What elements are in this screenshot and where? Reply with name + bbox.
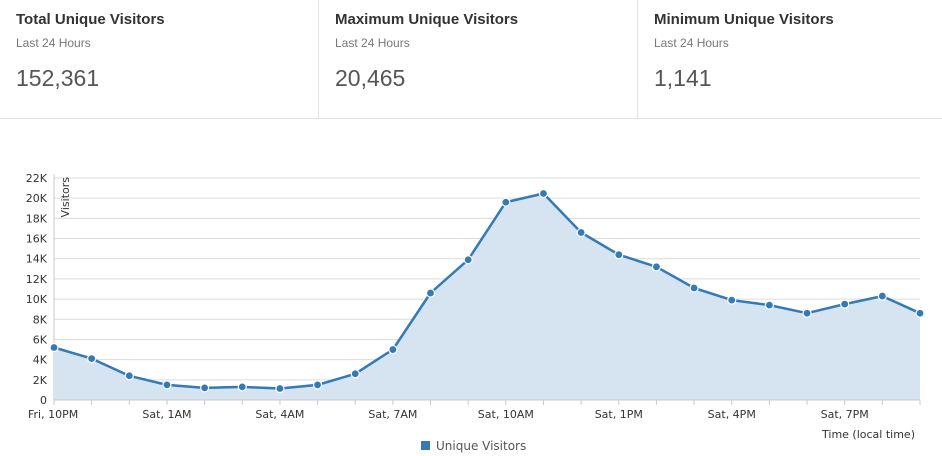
- y-tick-label: 4K: [33, 354, 48, 367]
- stat-value: 20,465: [335, 65, 406, 91]
- data-point[interactable]: [49, 342, 59, 353]
- y-tick-label: 22K: [26, 172, 48, 185]
- y-tick-label: 14K: [26, 253, 48, 266]
- data-point[interactable]: [200, 383, 210, 393]
- y-axis-ticks: 0 2K 4K 6K 8K 10K 12K 14K 16K 18K 20K 22K: [26, 172, 48, 407]
- x-tick-label: Sat, 7AM: [368, 408, 417, 421]
- data-point[interactable]: [727, 295, 737, 305]
- x-tick-label: Sat, 1PM: [595, 408, 643, 421]
- stat-subtitle: Last 24 Hours: [654, 36, 729, 50]
- stat-subtitle: Last 24 Hours: [16, 36, 91, 50]
- data-point[interactable]: [840, 299, 850, 309]
- series-points: [49, 188, 925, 394]
- y-tick-label: 0: [40, 394, 47, 407]
- data-point[interactable]: [877, 291, 887, 301]
- visitors-area-chart: 0 2K 4K 6K 8K 10K 12K 14K 16K 18K 20K 22K Fri, 10PM…: [26, 172, 925, 453]
- y-axis-label: Visitors: [59, 177, 72, 218]
- legend-label: Unique Visitors: [436, 439, 526, 453]
- y-tick-label: 20K: [26, 192, 48, 205]
- data-point[interactable]: [764, 300, 774, 310]
- stat-card-maximum: Maximum Unique Visitors Last 24 Hours 20…: [319, 0, 638, 118]
- y-tick-label: 18K: [26, 212, 48, 225]
- data-point[interactable]: [87, 354, 97, 364]
- data-point[interactable]: [237, 382, 247, 392]
- y-tick-label: 2K: [33, 374, 48, 387]
- stat-title: Total Unique Visitors: [16, 11, 165, 28]
- data-point[interactable]: [501, 197, 511, 207]
- summary-stats: Total Unique Visitors Last 24 Hours 152,…: [0, 0, 942, 119]
- data-point[interactable]: [124, 371, 134, 381]
- stat-title: Maximum Unique Visitors: [335, 11, 519, 28]
- y-tick-label: 10K: [26, 293, 48, 306]
- x-tick-label: Sat, 4AM: [255, 408, 304, 421]
- y-tick-label: 6K: [33, 333, 48, 346]
- data-point[interactable]: [651, 262, 662, 272]
- stat-value: 152,361: [16, 65, 100, 91]
- x-tick-label: Sat, 1AM: [142, 408, 191, 421]
- series-line: [53, 192, 921, 390]
- y-tick-label: 8K: [33, 313, 48, 326]
- y-tick-label: 16K: [26, 233, 48, 246]
- data-point[interactable]: [350, 369, 360, 379]
- x-tick-label: Fri, 10PM: [28, 408, 78, 421]
- data-point[interactable]: [576, 227, 586, 238]
- data-point[interactable]: [689, 283, 699, 293]
- stat-card-minimum: Minimum Unique Visitors Last 24 Hours 1,…: [638, 0, 942, 118]
- data-point[interactable]: [312, 380, 323, 390]
- data-point[interactable]: [463, 255, 473, 265]
- data-point[interactable]: [425, 288, 436, 298]
- y-tick-label: 12K: [26, 273, 48, 286]
- legend-swatch: [421, 441, 430, 450]
- x-tick-label: Sat, 4PM: [708, 408, 756, 421]
- series-area-fill: [54, 193, 920, 400]
- data-point[interactable]: [162, 380, 172, 390]
- stat-subtitle: Last 24 Hours: [335, 36, 410, 50]
- data-point[interactable]: [915, 308, 925, 318]
- stat-value: 1,141: [654, 65, 712, 91]
- stat-card-total: Total Unique Visitors Last 24 Hours 152,…: [0, 0, 319, 118]
- x-axis-label: Time (local time): [821, 428, 915, 441]
- legend[interactable]: Unique Visitors: [421, 439, 526, 453]
- stat-title: Minimum Unique Visitors: [654, 11, 834, 28]
- data-point[interactable]: [802, 308, 812, 318]
- x-tick-label: Sat, 7PM: [821, 408, 869, 421]
- x-tick-label: Sat, 10AM: [478, 408, 534, 421]
- data-point[interactable]: [538, 188, 549, 199]
- data-point[interactable]: [275, 383, 285, 394]
- x-axis-ticks: Fri, 10PM Sat, 1AM Sat, 4AM Sat, 7AM Sat, 10…: [28, 399, 921, 421]
- data-point[interactable]: [388, 344, 398, 355]
- data-point[interactable]: [614, 250, 624, 260]
